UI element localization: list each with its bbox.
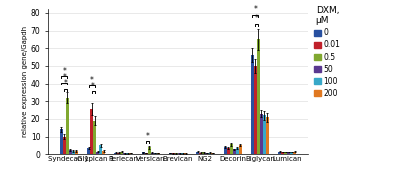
Y-axis label: relative expression gene/Gapdh: relative expression gene/Gapdh	[22, 26, 28, 137]
Bar	[236, 148, 238, 154]
Bar	[120, 152, 124, 154]
Bar	[202, 152, 205, 154]
Bar	[124, 153, 126, 154]
Bar	[63, 136, 66, 154]
Legend: 0, 0.01, 0.5, 50, 100, 200: 0, 0.01, 0.5, 50, 100, 200	[314, 6, 340, 98]
Bar	[208, 153, 211, 154]
Bar	[145, 153, 148, 154]
Text: *: *	[255, 14, 259, 23]
Bar	[172, 153, 175, 154]
Bar	[263, 115, 266, 154]
Bar	[126, 153, 130, 154]
Bar	[266, 117, 269, 154]
Bar	[175, 153, 178, 154]
Bar	[114, 153, 118, 154]
Bar	[284, 152, 287, 154]
Bar	[181, 153, 184, 154]
Bar	[257, 39, 260, 154]
Bar	[178, 153, 181, 154]
Bar	[130, 153, 132, 154]
Bar	[87, 148, 90, 154]
Bar	[205, 153, 208, 154]
Text: *: *	[254, 5, 257, 14]
Bar	[60, 130, 63, 154]
Bar	[224, 147, 226, 154]
Bar	[72, 151, 75, 154]
Bar	[151, 153, 154, 154]
Bar	[102, 151, 105, 154]
Text: *: *	[146, 132, 150, 141]
Text: *: *	[62, 73, 66, 82]
Bar	[254, 66, 257, 154]
Bar	[238, 145, 242, 154]
Bar	[69, 150, 72, 154]
Bar	[66, 98, 69, 154]
Bar	[118, 153, 120, 154]
Text: *: *	[90, 76, 94, 85]
Bar	[287, 152, 290, 154]
Bar	[75, 151, 78, 154]
Bar	[90, 109, 93, 154]
Bar	[281, 152, 284, 154]
Bar	[199, 153, 202, 154]
Bar	[196, 152, 199, 154]
Bar	[293, 152, 296, 154]
Bar	[226, 148, 230, 154]
Text: *: *	[91, 82, 95, 91]
Bar	[290, 152, 293, 154]
Bar	[93, 121, 96, 154]
Text: *: *	[64, 79, 68, 88]
Bar	[251, 55, 254, 154]
Bar	[96, 152, 99, 154]
Bar	[230, 144, 232, 154]
Bar	[142, 152, 145, 154]
Bar	[278, 152, 281, 154]
Bar	[99, 145, 102, 154]
Bar	[232, 149, 236, 154]
Bar	[260, 114, 263, 154]
Bar	[148, 147, 151, 154]
Bar	[184, 153, 187, 154]
Text: *: *	[62, 67, 66, 76]
Bar	[154, 153, 157, 154]
Bar	[157, 153, 160, 154]
Bar	[169, 153, 172, 154]
Bar	[211, 153, 214, 154]
